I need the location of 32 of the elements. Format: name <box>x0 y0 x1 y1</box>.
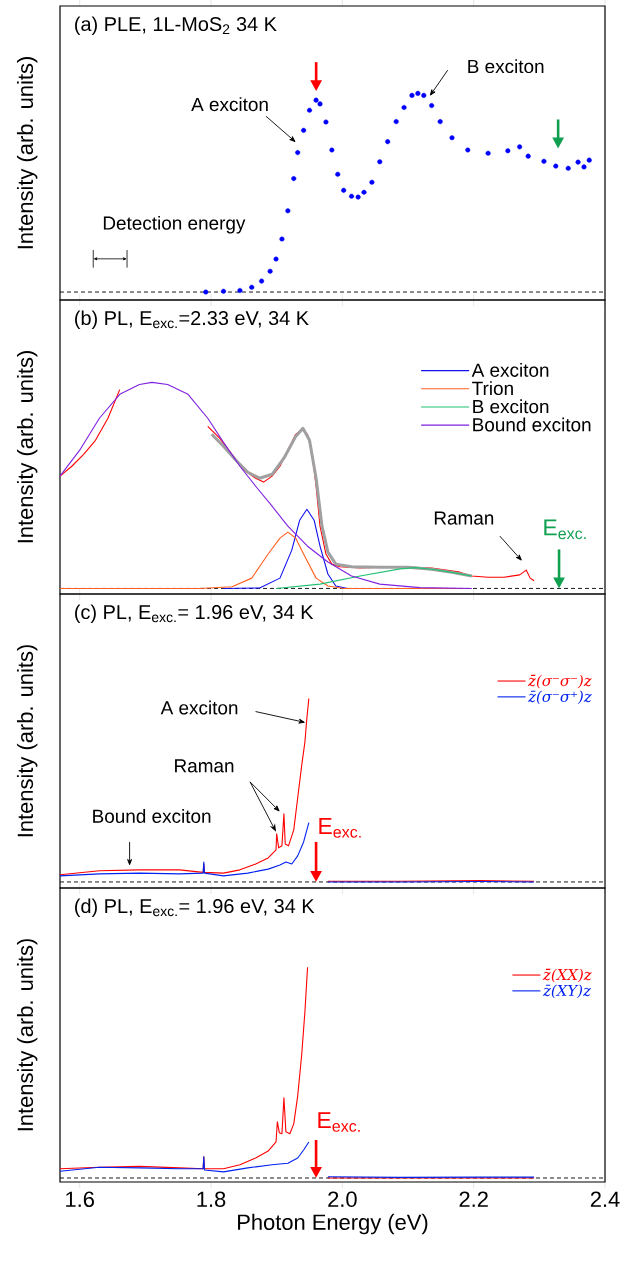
y-axis-title: Intensity (arb. units) <box>16 351 38 543</box>
x-tick-label: 2.2 <box>459 1191 488 1207</box>
annotation: E$_{exc.}$ <box>544 519 586 540</box>
x-tick-label: 1.8 <box>197 1191 226 1208</box>
legend-label: A exciton <box>471 362 549 377</box>
legend-label: z̄(XX)z <box>542 968 592 983</box>
chart-title: (b) PL, E$_{exc.}$=2.33 eV, 34 K <box>75 310 309 330</box>
x-tick-label: 2.0 <box>328 1191 357 1208</box>
x-tick-label: 1.6 <box>66 1191 94 1208</box>
legend-label: B exciton <box>473 399 549 414</box>
chart-title: (c) PL, E$_{exc.}$= 1.96 eV, 34 K <box>75 604 314 624</box>
annotation: B exciton <box>468 59 544 74</box>
chart-title: (a) PLE, 1L-MoS$_{2}$ 34 K <box>75 16 277 36</box>
y-axis-title: Intensity (arb. units) <box>16 645 38 837</box>
chart-title: (d) PL, E$_{exc.}$= 1.96 eV, 34 K <box>75 898 315 918</box>
legend-label: Trion <box>472 381 513 396</box>
legend-label: z̄(σ⁻σ⁺)z <box>527 690 592 705</box>
x-axis-title: Photon Energy (eV) <box>238 1213 428 1235</box>
annotation: A exciton <box>160 700 238 715</box>
x-tick-label: 2.4 <box>590 1191 620 1207</box>
annotation: A exciton <box>191 97 268 112</box>
annotation: Bound exciton <box>93 809 211 823</box>
legend-label: z̄(XY)z <box>542 984 591 999</box>
legend-label: Bound exciton <box>473 417 591 432</box>
annotation: E$_{exc.}$ <box>319 818 361 838</box>
annotation: Raman <box>175 759 234 773</box>
annotation: E$_{exc.}$ <box>318 1112 360 1132</box>
y-axis-title: Intensity (arb. units) <box>16 939 38 1131</box>
y-axis-title: Intensity (arb. units) <box>16 57 38 249</box>
annotation: Detection energy <box>103 215 246 234</box>
annotation: Raman <box>434 511 494 525</box>
legend-label: z̄(σ⁻σ⁻)z <box>527 674 592 689</box>
